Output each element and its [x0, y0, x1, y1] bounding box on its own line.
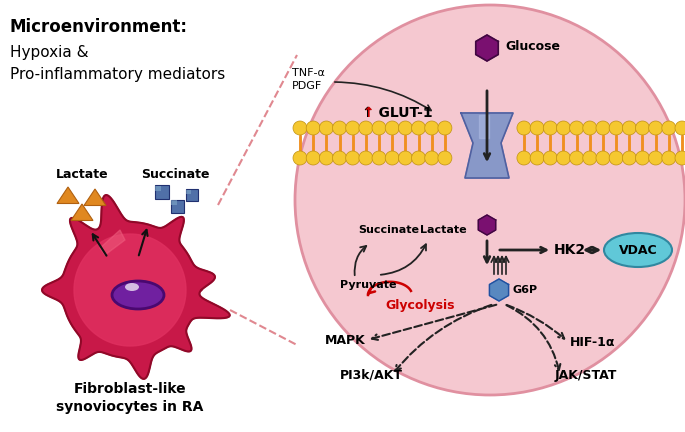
Text: Lactate: Lactate — [420, 225, 466, 235]
Polygon shape — [57, 187, 79, 203]
Circle shape — [412, 121, 425, 135]
Polygon shape — [461, 113, 513, 178]
Polygon shape — [479, 115, 489, 138]
Circle shape — [332, 151, 347, 165]
Circle shape — [596, 151, 610, 165]
Circle shape — [649, 151, 662, 165]
Circle shape — [636, 151, 649, 165]
Text: ↑ GLUT-1: ↑ GLUT-1 — [362, 106, 433, 120]
Text: Pro-inflammatory mediators: Pro-inflammatory mediators — [10, 67, 225, 82]
Circle shape — [662, 151, 676, 165]
Circle shape — [359, 121, 373, 135]
Text: synoviocytes in RA: synoviocytes in RA — [56, 400, 203, 414]
Text: HIF-1α: HIF-1α — [570, 336, 616, 349]
Circle shape — [319, 151, 334, 165]
Text: Microenvironment:: Microenvironment: — [10, 18, 188, 36]
Circle shape — [293, 151, 307, 165]
Text: Lactate: Lactate — [55, 168, 108, 181]
FancyBboxPatch shape — [186, 190, 191, 194]
FancyBboxPatch shape — [155, 185, 169, 199]
Circle shape — [412, 151, 425, 165]
Circle shape — [556, 121, 571, 135]
Text: Fibroblast-like: Fibroblast-like — [74, 382, 186, 396]
Text: JAK/STAT: JAK/STAT — [555, 368, 617, 381]
Circle shape — [385, 121, 399, 135]
Circle shape — [609, 151, 623, 165]
Circle shape — [425, 121, 438, 135]
Text: MAPK: MAPK — [325, 334, 366, 346]
Circle shape — [649, 121, 662, 135]
Circle shape — [583, 151, 597, 165]
Circle shape — [556, 151, 571, 165]
FancyBboxPatch shape — [186, 189, 198, 201]
Circle shape — [372, 121, 386, 135]
Circle shape — [543, 121, 558, 135]
Polygon shape — [42, 195, 229, 379]
Circle shape — [517, 151, 531, 165]
FancyBboxPatch shape — [155, 186, 161, 191]
Circle shape — [675, 121, 685, 135]
Circle shape — [622, 121, 636, 135]
Text: Succinate: Succinate — [140, 168, 209, 181]
Polygon shape — [476, 35, 498, 61]
Circle shape — [306, 121, 320, 135]
Text: Hypoxia &: Hypoxia & — [10, 45, 88, 60]
Circle shape — [636, 121, 649, 135]
Circle shape — [583, 121, 597, 135]
Text: G6P: G6P — [513, 285, 538, 295]
Text: VDAC: VDAC — [619, 244, 658, 257]
Circle shape — [306, 151, 320, 165]
Text: PI3k/AKT: PI3k/AKT — [340, 368, 403, 381]
Circle shape — [530, 151, 544, 165]
Circle shape — [399, 121, 412, 135]
Circle shape — [399, 151, 412, 165]
Circle shape — [385, 151, 399, 165]
Circle shape — [425, 151, 438, 165]
Polygon shape — [71, 204, 93, 220]
Circle shape — [295, 5, 685, 395]
Ellipse shape — [604, 233, 672, 267]
Circle shape — [438, 151, 452, 165]
Circle shape — [530, 121, 544, 135]
FancyBboxPatch shape — [171, 200, 177, 205]
Text: Glycolysis: Glycolysis — [385, 299, 455, 311]
Circle shape — [570, 151, 584, 165]
Ellipse shape — [125, 283, 139, 291]
Circle shape — [359, 151, 373, 165]
Circle shape — [438, 121, 452, 135]
Polygon shape — [100, 230, 125, 255]
Text: Pyruvate: Pyruvate — [340, 280, 397, 290]
Text: TNF-α
PDGF: TNF-α PDGF — [292, 68, 325, 91]
Text: Succinate: Succinate — [358, 225, 419, 235]
Circle shape — [570, 121, 584, 135]
Polygon shape — [84, 189, 106, 206]
Circle shape — [332, 121, 347, 135]
Polygon shape — [74, 234, 186, 346]
Circle shape — [346, 151, 360, 165]
Circle shape — [596, 121, 610, 135]
Polygon shape — [490, 279, 508, 301]
Polygon shape — [478, 215, 496, 235]
Circle shape — [543, 151, 558, 165]
Circle shape — [662, 121, 676, 135]
Text: ↑: ↑ — [362, 106, 373, 120]
Circle shape — [622, 151, 636, 165]
Circle shape — [372, 151, 386, 165]
Text: Glucose: Glucose — [505, 39, 560, 53]
Circle shape — [609, 121, 623, 135]
Circle shape — [346, 121, 360, 135]
Circle shape — [319, 121, 334, 135]
Circle shape — [675, 151, 685, 165]
Ellipse shape — [112, 281, 164, 309]
Text: HK2: HK2 — [554, 243, 586, 257]
Circle shape — [517, 121, 531, 135]
Circle shape — [293, 121, 307, 135]
FancyBboxPatch shape — [171, 200, 184, 213]
